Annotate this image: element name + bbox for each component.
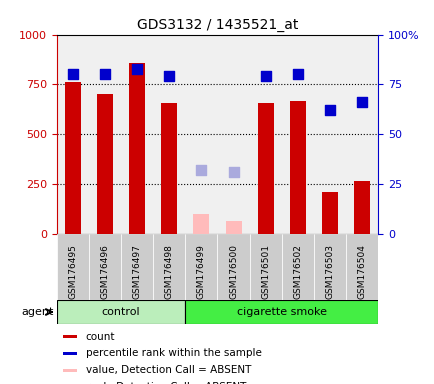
Bar xyxy=(89,234,121,300)
Text: GSM176496: GSM176496 xyxy=(100,244,109,299)
Title: GDS3132 / 1435521_at: GDS3132 / 1435521_at xyxy=(137,18,297,32)
Bar xyxy=(161,103,177,234)
Bar xyxy=(353,181,369,234)
Text: GSM176495: GSM176495 xyxy=(68,244,77,299)
Bar xyxy=(56,300,185,324)
Point xyxy=(262,73,269,79)
Bar xyxy=(121,234,153,300)
Bar xyxy=(321,192,338,234)
Point xyxy=(101,71,108,78)
Bar xyxy=(289,101,305,234)
Point xyxy=(230,169,237,175)
Text: GSM176498: GSM176498 xyxy=(164,244,173,299)
Text: GSM176499: GSM176499 xyxy=(197,244,205,299)
Point xyxy=(165,73,172,79)
Text: count: count xyxy=(85,332,115,342)
Bar xyxy=(257,103,273,234)
Point xyxy=(69,71,76,78)
Text: GSM176503: GSM176503 xyxy=(325,244,334,299)
Point xyxy=(197,167,204,174)
Bar xyxy=(97,94,113,234)
Text: percentile rank within the sample: percentile rank within the sample xyxy=(85,349,261,359)
Bar xyxy=(128,63,145,234)
Point xyxy=(294,71,301,78)
Bar xyxy=(281,234,313,300)
Bar xyxy=(63,335,77,338)
Bar xyxy=(63,369,77,372)
Bar xyxy=(185,300,378,324)
Text: rank, Detection Call = ABSENT: rank, Detection Call = ABSENT xyxy=(85,382,245,384)
Text: cigarette smoke: cigarette smoke xyxy=(237,307,326,317)
Bar xyxy=(217,234,249,300)
Point xyxy=(326,108,333,114)
Text: GSM176500: GSM176500 xyxy=(229,244,237,299)
Bar xyxy=(249,234,281,300)
Point xyxy=(133,65,140,71)
Text: GSM176504: GSM176504 xyxy=(357,244,366,299)
Bar xyxy=(345,234,378,300)
Bar xyxy=(63,352,77,355)
Bar xyxy=(153,234,185,300)
Bar xyxy=(56,234,89,300)
Point xyxy=(358,99,365,106)
Bar xyxy=(185,234,217,300)
Bar xyxy=(225,221,241,234)
Bar xyxy=(65,83,81,234)
Text: agent: agent xyxy=(21,307,53,317)
Bar xyxy=(193,214,209,234)
Text: value, Detection Call = ABSENT: value, Detection Call = ABSENT xyxy=(85,365,250,375)
Bar xyxy=(313,234,345,300)
Text: GSM176501: GSM176501 xyxy=(261,244,270,299)
Text: GSM176497: GSM176497 xyxy=(132,244,141,299)
Text: control: control xyxy=(102,307,140,317)
Text: GSM176502: GSM176502 xyxy=(293,244,302,299)
